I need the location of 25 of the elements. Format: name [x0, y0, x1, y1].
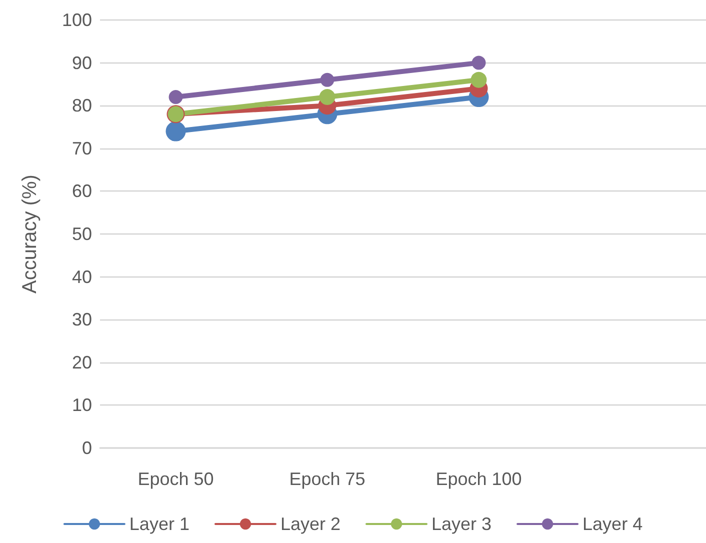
- legend-label: Layer 1: [129, 514, 190, 534]
- y-tick-label: 60: [72, 181, 92, 202]
- point: [166, 121, 186, 142]
- y-tick-label: 90: [72, 52, 92, 73]
- x-tick-label: Epoch 50: [138, 469, 214, 489]
- y-tick-label: 80: [72, 96, 92, 116]
- y-tick-label: 100: [62, 10, 92, 30]
- point: [168, 90, 183, 104]
- y-tick-label: 50: [72, 224, 92, 244]
- y-tick-label: 70: [72, 138, 92, 158]
- point: [320, 72, 334, 87]
- x-tick-label: Epoch 100: [436, 469, 522, 489]
- x-tick-label: Epoch 75: [289, 469, 366, 489]
- y-tick-label: 40: [72, 266, 92, 287]
- legend-label: Layer 3: [432, 514, 492, 534]
- legend-label: Layer 2: [280, 514, 341, 534]
- y-tick-label: 30: [72, 310, 92, 330]
- y-tick-label: 10: [72, 395, 92, 416]
- point: [472, 56, 486, 70]
- legend-label: Layer 4: [582, 514, 643, 534]
- y-tick-label: 20: [72, 352, 92, 372]
- point: [470, 72, 487, 88]
- point: [319, 89, 336, 106]
- y-axis-title: Accuracy (%): [19, 174, 41, 294]
- y-tick-label: 0: [82, 438, 92, 458]
